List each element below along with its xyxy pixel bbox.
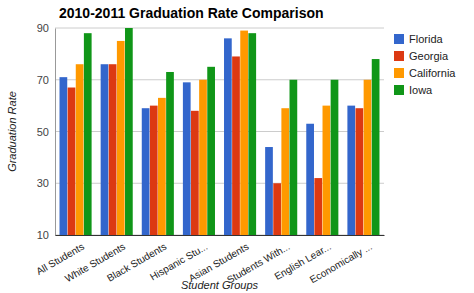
x-axis: All StudentsWhite StudentsBlack Students…	[34, 235, 384, 286]
legend-item: Georgia	[394, 50, 449, 62]
y-tick: 50	[37, 126, 55, 138]
y-tick-label: 70	[37, 74, 49, 86]
legend: Florida Georgia California Iowa	[394, 33, 456, 96]
y-axis: 10 30 50 70 90	[37, 22, 56, 241]
bar	[125, 28, 133, 235]
bar	[199, 80, 207, 235]
bar	[240, 31, 248, 235]
x-tick-label: Economically ...	[308, 241, 374, 286]
bar	[290, 80, 298, 235]
bar	[364, 80, 372, 235]
legend-item: Iowa	[394, 84, 433, 96]
y-tick-label: 50	[37, 126, 49, 138]
bar	[68, 88, 76, 235]
y-tick-label: 30	[37, 177, 49, 189]
series	[60, 38, 356, 235]
legend-swatch	[394, 34, 404, 44]
grid-line	[55, 28, 384, 29]
bars	[60, 28, 380, 235]
y-axis-line	[55, 29, 56, 236]
y-tick: 70	[37, 74, 55, 86]
y-tick-label: 90	[37, 22, 49, 34]
bar	[101, 64, 109, 235]
bar	[142, 108, 150, 235]
plot: 10 30 50 70 90 All StudentsWhite StudentsBlac…	[34, 22, 384, 286]
bar	[314, 178, 322, 235]
legend-item: Florida	[394, 33, 444, 45]
series	[76, 31, 372, 235]
bar	[158, 98, 166, 235]
bar	[347, 106, 355, 235]
series	[68, 56, 364, 235]
x-axis-title: Student Groups	[181, 279, 259, 291]
bar	[331, 80, 339, 235]
bar	[248, 33, 256, 235]
bar	[60, 77, 68, 235]
legend-item: California	[394, 67, 456, 79]
x-axis-line	[56, 235, 385, 236]
bar	[117, 41, 125, 235]
y-tick-label: 10	[37, 229, 49, 241]
bar	[265, 147, 273, 235]
chart: 2010-2011 Graduation Rate Comparison 10 30…	[0, 0, 474, 293]
legend-swatch	[394, 68, 404, 78]
legend-label: California	[409, 67, 456, 79]
bar	[84, 33, 92, 235]
bar	[207, 67, 215, 235]
bar	[183, 82, 191, 235]
legend-label: Florida	[409, 33, 444, 45]
x-tick: Economically ...	[308, 235, 374, 285]
bar	[323, 106, 331, 235]
legend-swatch	[394, 85, 404, 95]
bar	[109, 64, 117, 235]
bar	[224, 38, 232, 235]
bar	[372, 59, 380, 235]
grid	[55, 28, 384, 235]
bar	[191, 111, 199, 235]
bar	[356, 108, 364, 235]
title: 2010-2011 Graduation Rate Comparison	[59, 5, 324, 21]
bar	[281, 108, 289, 235]
bar	[166, 72, 174, 235]
bar	[273, 183, 281, 235]
y-tick: 10	[37, 229, 55, 241]
y-tick: 90	[37, 22, 55, 34]
bar	[76, 64, 84, 235]
bar	[150, 106, 158, 235]
bar	[232, 56, 240, 235]
legend-swatch	[394, 51, 404, 61]
series	[84, 28, 380, 235]
bar	[306, 124, 314, 235]
legend-label: Georgia	[409, 50, 449, 62]
y-tick: 30	[37, 177, 55, 189]
y-axis-title: Graduation Rate	[6, 91, 18, 172]
legend-label: Iowa	[409, 84, 433, 96]
